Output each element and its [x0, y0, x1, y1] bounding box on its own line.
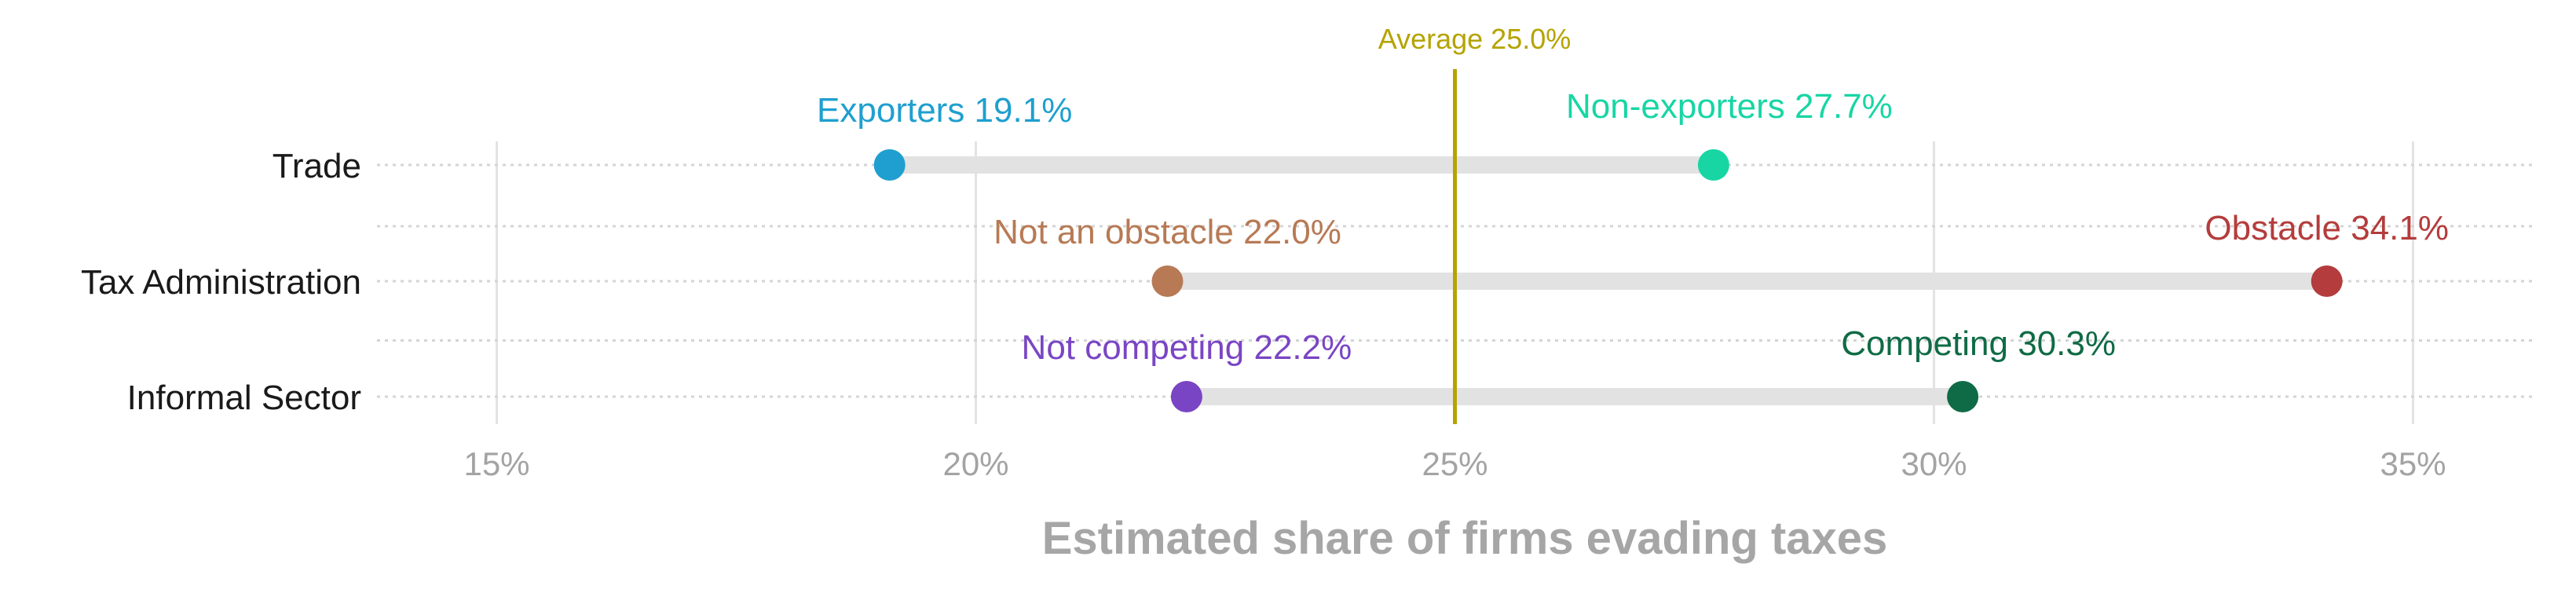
x-axis-title: Estimated share of firms evading taxes [1042, 513, 1888, 564]
data-points [873, 149, 2343, 412]
category-label: Trade [273, 147, 361, 185]
point-low [1151, 265, 1184, 297]
dumbbell-tracks [889, 156, 2327, 405]
point-label-high: Competing 30.3% [1841, 324, 2116, 363]
x-tick-label: 15% [463, 445, 529, 482]
point-high [2311, 265, 2343, 297]
x-tick-label: 25% [1422, 445, 1487, 482]
point-low [1170, 381, 1202, 412]
point-low [873, 149, 906, 181]
point-high [1947, 381, 1979, 412]
category-label: Informal Sector [127, 379, 361, 417]
point-labels: Exporters 19.1% Non-exporters 27.7% Not an… [817, 87, 2449, 367]
point-label-low: Not competing 22.2% [1022, 328, 1352, 367]
average-line-group: Average 25.0% [1378, 23, 1572, 424]
point-label-low: Exporters 19.1% [817, 91, 1072, 130]
point-high [1697, 149, 1729, 181]
x-tick-labels: 15% 20% 25% 30% 35% [463, 445, 2446, 482]
point-label-low: Not an obstacle 22.0% [993, 213, 1341, 251]
x-tick-label: 35% [2380, 445, 2446, 482]
category-labels: Trade Tax Administration Informal Sector [81, 147, 361, 417]
average-label: Average 25.0% [1378, 23, 1572, 55]
point-label-high: Non-exporters 27.7% [1566, 87, 1893, 126]
category-label: Tax Administration [81, 263, 361, 302]
point-label-high: Obstacle 34.1% [2205, 209, 2449, 247]
x-tick-label: 20% [942, 445, 1008, 482]
x-tick-label: 30% [1901, 445, 1967, 482]
